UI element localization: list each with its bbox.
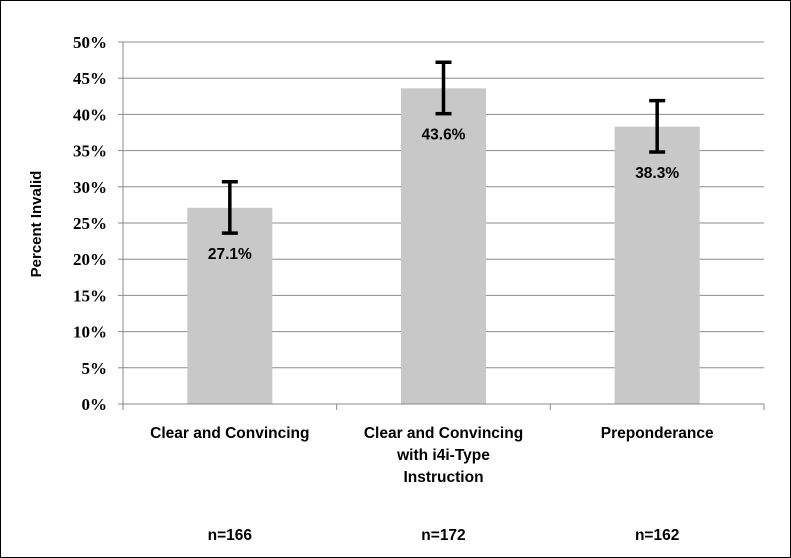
sample-size-labels: n=166 n=172 n=162 [208, 527, 680, 544]
bar [187, 207, 273, 404]
sample-size-label: n=162 [635, 527, 679, 544]
y-tick-label: 30% [73, 178, 107, 197]
y-tick-label: 35% [73, 142, 107, 161]
y-axis-label: Percent Invalid [28, 171, 45, 278]
y-tick-label: 20% [73, 250, 107, 269]
x-category-label: Clear and Convincing with i4i-Type Instruc… [364, 425, 523, 486]
y-tick-label: 0% [82, 395, 108, 414]
sample-size-label: n=172 [421, 527, 465, 544]
x-category-label-line: with i4i-Type [396, 447, 490, 464]
bar [614, 126, 700, 404]
bars [187, 88, 700, 404]
y-tick-label: 25% [73, 214, 107, 233]
x-category-label: Clear and Convincing [150, 425, 309, 442]
x-category-label-line: Preponderance [601, 425, 714, 442]
error-bars [221, 60, 666, 235]
x-category-label-line: Clear and Convincing [364, 425, 523, 442]
y-tick-label: 50% [73, 33, 107, 52]
bar [401, 88, 486, 404]
data-label: 38.3% [635, 165, 679, 182]
x-category-label-line: Instruction [403, 469, 483, 486]
y-tick-label: 5% [82, 359, 108, 378]
y-tick-label: 15% [73, 286, 107, 305]
y-tick-label: 45% [73, 69, 107, 88]
data-label: 43.6% [422, 127, 466, 144]
axes [118, 41, 765, 410]
y-tick-label: 40% [73, 105, 107, 124]
x-category-label: Preponderance [601, 425, 714, 442]
y-tick-labels: 0% 5% 10% 15% 20% 25% 30% 35% 40% 45% 50% [73, 33, 107, 414]
data-labels: 27.1% 43.6% 38.3% [208, 127, 680, 263]
y-tick-label: 10% [73, 323, 107, 342]
category-labels: Clear and Convincing Clear and Convincing… [150, 425, 714, 486]
data-label: 27.1% [208, 246, 252, 263]
sample-size-label: n=166 [208, 527, 253, 544]
x-category-label-line: Clear and Convincing [150, 425, 309, 442]
